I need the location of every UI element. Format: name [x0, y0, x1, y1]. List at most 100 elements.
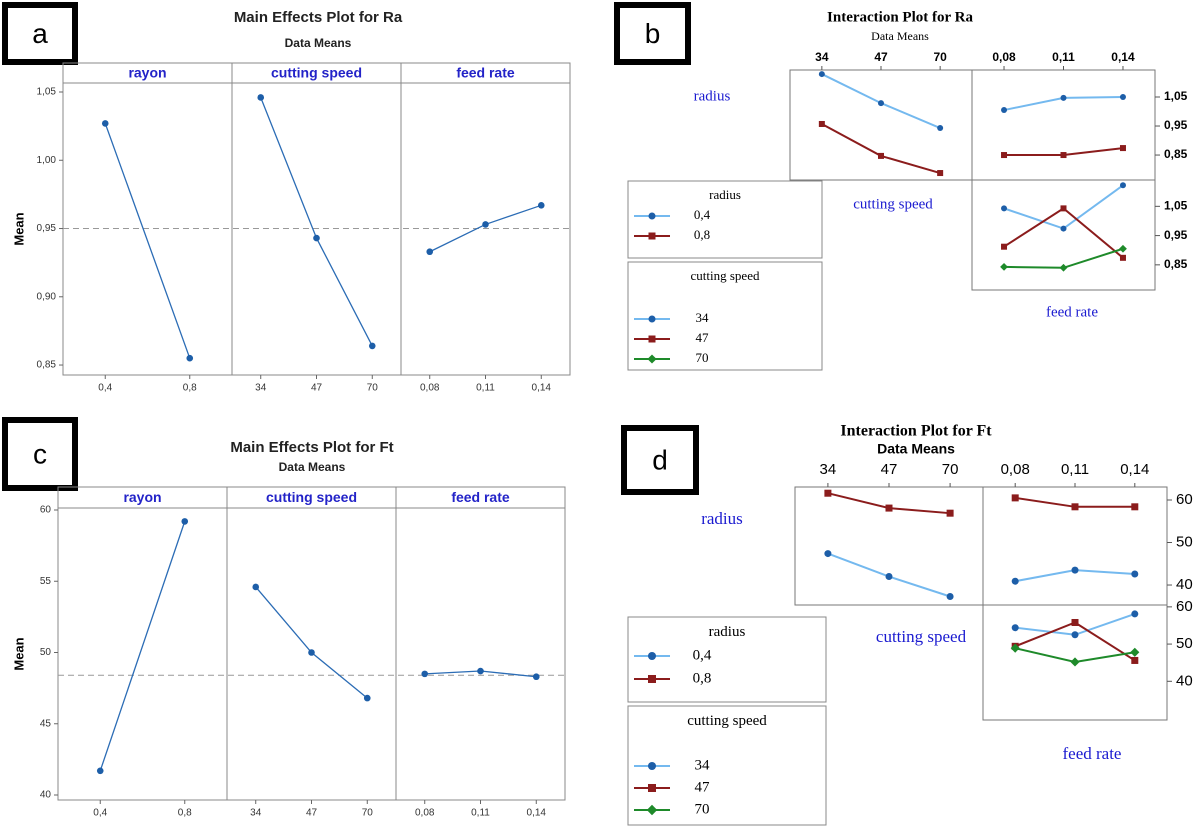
- interaction-point: [1011, 577, 1019, 585]
- y-tick-label: 0,85: [37, 360, 57, 371]
- chart-subtitle: Data Means: [877, 441, 955, 457]
- interaction-point: [1011, 494, 1019, 502]
- y-tick-label: 0,85: [1164, 147, 1188, 161]
- panel-header: cutting speed: [271, 65, 362, 81]
- y-tick-label: 1,00: [37, 155, 57, 166]
- panel-letter-box: [614, 2, 691, 65]
- interaction-point: [1131, 570, 1139, 578]
- panel-header: feed rate: [451, 489, 510, 505]
- legend-label: 0,8: [694, 227, 710, 242]
- legend-label: 47: [695, 779, 711, 795]
- x-tick-label: 70: [942, 461, 959, 478]
- chart-title: Interaction Plot for Ft: [840, 423, 992, 440]
- chart-subtitle: Data Means: [871, 29, 929, 43]
- effect-point: [96, 767, 104, 775]
- x-tick-label: 34: [250, 808, 262, 819]
- y-tick-label: 55: [40, 576, 52, 587]
- legend-box: [627, 180, 823, 259]
- interaction-panel: [982, 604, 1168, 721]
- interaction-point: [1119, 244, 1127, 253]
- interaction-point: [824, 489, 832, 497]
- legend-marker: [648, 652, 656, 660]
- effect-point: [308, 649, 315, 656]
- panel-letter: b: [645, 18, 661, 49]
- panel-header: rayon: [128, 65, 166, 81]
- interaction-point: [946, 509, 954, 517]
- effect-line: [260, 97, 373, 347]
- y-tick-label: 0,95: [1164, 228, 1188, 242]
- x-tick-label: 47: [874, 50, 888, 64]
- effect-point: [257, 94, 265, 101]
- interaction-point: [1070, 657, 1080, 667]
- legend-marker: [648, 675, 656, 683]
- factor-label: radius: [701, 509, 743, 528]
- panel-letter: d: [652, 444, 668, 475]
- legend-label: 34: [696, 310, 710, 325]
- panel-letter: a: [32, 18, 48, 49]
- interaction-point: [1119, 182, 1126, 189]
- interaction-point: [1060, 205, 1067, 212]
- legend-label: 70: [695, 801, 710, 817]
- legend-marker: [647, 354, 657, 364]
- interaction-point: [1060, 225, 1067, 232]
- y-tick-label: 40: [1176, 672, 1193, 689]
- x-tick-label: 0,11: [1052, 50, 1075, 64]
- interaction-point: [1071, 503, 1079, 511]
- chart-title: Main Effects Plot for Ra: [234, 9, 403, 26]
- effect-point: [368, 342, 376, 350]
- interaction-point: [1131, 656, 1139, 664]
- interaction-point: [937, 125, 944, 132]
- legend-title-box: cutting speed: [691, 268, 760, 283]
- chart-title: Interaction Plot for Ra: [827, 9, 973, 25]
- interaction-point: [818, 120, 825, 127]
- y-tick-label: 50: [1176, 635, 1193, 652]
- interaction-point: [1119, 93, 1126, 100]
- x-tick-label: 47: [306, 808, 318, 819]
- interaction-panel: [789, 69, 973, 181]
- interaction-point: [1119, 145, 1126, 152]
- interaction-point: [1001, 152, 1008, 159]
- legend-title: radius: [708, 624, 746, 640]
- interaction-point: [1060, 152, 1067, 159]
- factor-label: cutting speed: [853, 196, 933, 212]
- legend-title-box: radius: [708, 624, 746, 640]
- interaction-point: [1000, 262, 1008, 271]
- chart-subtitle: Data Means: [279, 460, 346, 474]
- interaction-point: [1001, 243, 1008, 250]
- interaction-point: [1060, 94, 1067, 101]
- x-tick-label: 0,11: [1061, 461, 1089, 478]
- interaction-point: [1071, 566, 1079, 574]
- interaction-point: [878, 152, 884, 159]
- y-tick-label: 1,05: [37, 87, 57, 98]
- effect-point: [181, 518, 189, 525]
- factor-label: feed rate: [1063, 744, 1122, 763]
- factor-label: cutting speed: [876, 627, 967, 646]
- legend-box: [627, 261, 823, 371]
- effect-point: [313, 234, 320, 242]
- interaction-point: [1131, 503, 1139, 511]
- effect-line: [99, 521, 186, 771]
- effect-point: [477, 667, 484, 675]
- interaction-point: [937, 170, 944, 177]
- factor-label: radius: [694, 88, 731, 104]
- y-tick-label: 45: [40, 718, 52, 729]
- effect-line: [104, 123, 191, 359]
- y-axis-label: Mean: [11, 212, 26, 245]
- x-tick-label: 0,08: [992, 50, 1016, 64]
- x-tick-label: 0,4: [93, 808, 107, 819]
- x-tick-label: 0,4: [98, 383, 112, 394]
- effect-point: [532, 673, 540, 681]
- x-tick-label: 0,14: [1120, 461, 1149, 478]
- effect-point: [363, 694, 371, 702]
- panel-letter: c: [33, 438, 47, 469]
- panel-letter-box: [2, 417, 78, 491]
- interaction-line: [1003, 207, 1124, 259]
- y-tick-label: 1,05: [1164, 199, 1188, 213]
- y-tick-label: 50: [1176, 533, 1193, 550]
- y-tick-label: 40: [1176, 576, 1193, 593]
- chart-title: Main Effects Plot for Ft: [230, 439, 393, 456]
- effect-point: [186, 354, 194, 362]
- interaction-point: [1130, 647, 1140, 657]
- legend-marker: [648, 784, 656, 792]
- legend-label: 0,4: [693, 647, 712, 663]
